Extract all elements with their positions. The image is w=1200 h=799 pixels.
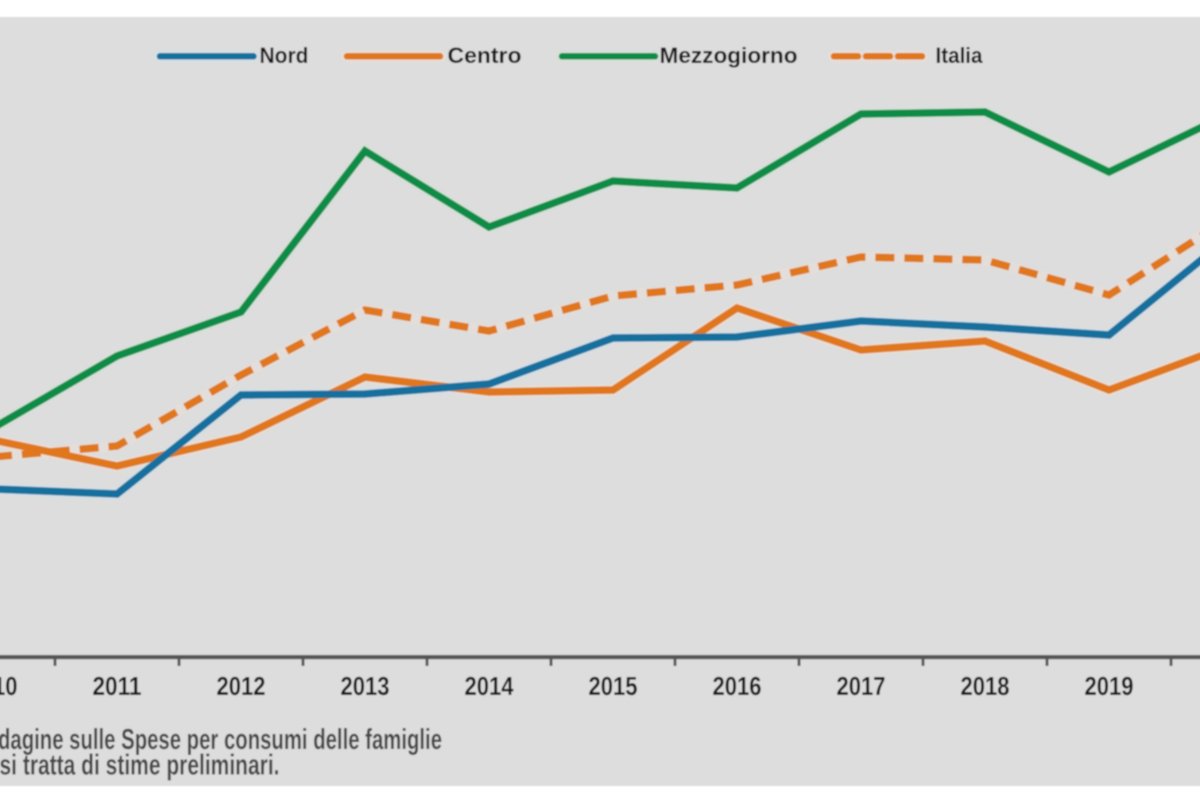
svg-text:2019: 2019 (1085, 673, 1134, 701)
svg-text:2016: 2016 (713, 673, 762, 701)
svg-text:2018: 2018 (961, 673, 1010, 701)
svg-text:si tratta di stime preliminari: si tratta di stime preliminari. (0, 750, 280, 782)
svg-text:2017: 2017 (837, 673, 886, 701)
svg-text:2015: 2015 (589, 673, 638, 701)
svg-text:2014: 2014 (465, 673, 515, 701)
svg-text:dagine sulle Spese per consumi: dagine sulle Spese per consumi delle fam… (0, 724, 442, 756)
svg-text:Nord: Nord (260, 43, 309, 68)
svg-text:Mezzogiorno: Mezzogiorno (660, 43, 798, 68)
svg-text:2013: 2013 (341, 673, 390, 701)
svg-text:2012: 2012 (217, 673, 266, 701)
svg-text:Italia: Italia (936, 43, 983, 68)
svg-text:Centro: Centro (448, 43, 522, 68)
svg-text:2011: 2011 (93, 673, 142, 701)
svg-text:2010: 2010 (0, 673, 18, 701)
